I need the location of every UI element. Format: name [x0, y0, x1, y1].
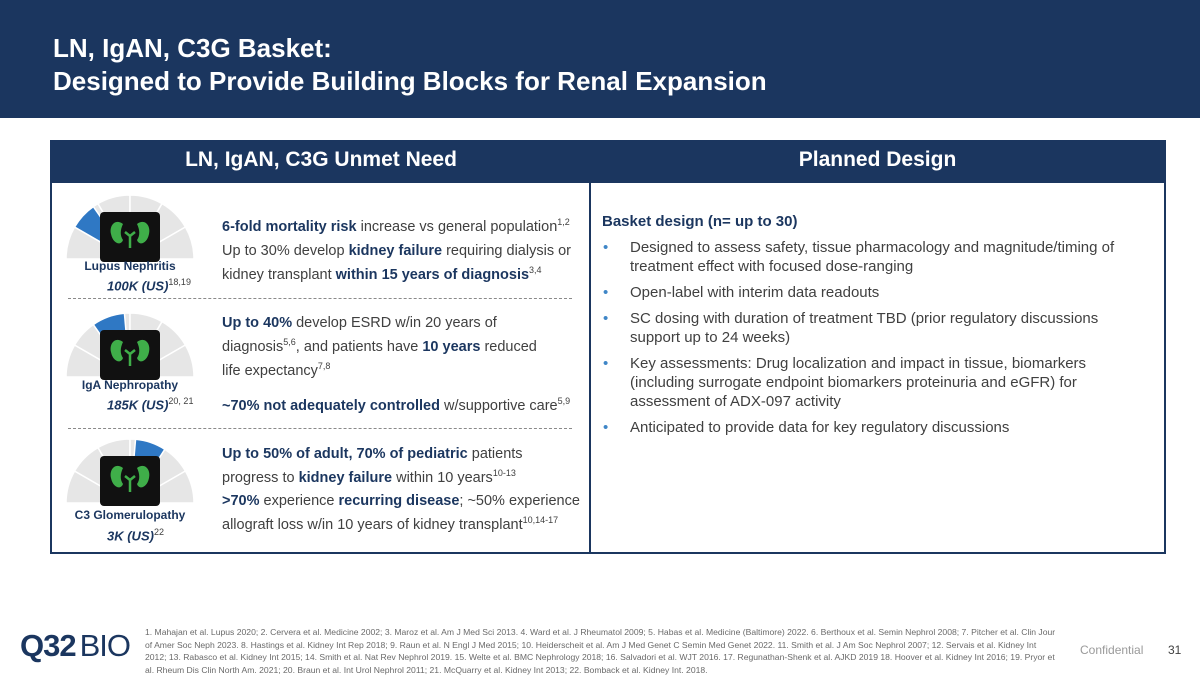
run: requiring dialysis or kidney transplant — [222, 243, 571, 283]
kidney — [137, 465, 150, 488]
prevalence-value: 185K (US) — [107, 397, 169, 413]
title-line: Designed to Provide Building Blocks for … — [53, 66, 767, 96]
bullet: Anticipated to provide data for key regu… — [602, 418, 1142, 437]
bold-run: kidney failure — [298, 469, 393, 486]
bullet: Designed to assess safety, tissue pharma… — [602, 238, 1142, 276]
bold-run: recurring disease — [338, 493, 460, 509]
table-header — [50, 140, 1166, 183]
bullet: Open-label with interim data readouts — [602, 283, 1142, 302]
prevalence-value: 3K (US) — [107, 528, 154, 544]
condition-name: Lupus Nephritis — [84, 259, 176, 273]
run: develop ESRD w/in 20 years of diagnosis — [222, 315, 497, 355]
prevalence: 185K (US)20, 21 — [107, 396, 193, 412]
reference: 10,14-17 — [522, 515, 559, 525]
column-header: LN, IgAN, C3G Unmet Need — [185, 148, 457, 171]
gauge-icon — [65, 312, 195, 380]
ureter — [124, 475, 136, 492]
point: 6-fold mortality risk increase vs genera… — [222, 213, 582, 237]
run: reduced life expectancy — [222, 338, 537, 379]
bullet: SC dosing with duration of treatment TBD… — [602, 309, 1142, 347]
kidney — [110, 465, 123, 488]
header-band: LN, IgAN, C3G Basket: Designed to Provid… — [0, 0, 1200, 118]
reference: 5,9 — [557, 396, 571, 406]
confidential: Confidential — [1080, 643, 1144, 657]
condition-name: C3 Glomerulopathy — [74, 508, 186, 522]
bold-run: 6-fold mortality risk — [222, 218, 357, 235]
bold-run: >70% — [222, 493, 260, 509]
reference: 10-13 — [492, 468, 516, 478]
point: ~70% not adequately controlled w/support… — [222, 392, 582, 416]
reference: 1,2 — [557, 217, 570, 227]
ureter — [124, 231, 136, 248]
bold-run: ~70% not adequately controlled — [222, 397, 440, 414]
run: , and patients have — [295, 338, 423, 355]
kidney — [110, 221, 123, 244]
run: w/supportive care — [439, 397, 558, 414]
reference: 18,19 — [168, 277, 191, 287]
kidney — [137, 339, 150, 362]
design-heading: Basket design (n= up to 30) — [602, 213, 798, 230]
reference: 3,4 — [529, 265, 542, 275]
point: Up to 40% develop ESRD w/in 20 years of … — [222, 314, 547, 381]
kidney — [137, 221, 150, 244]
condition-name: IgA Nephropathy — [81, 378, 179, 392]
bullet-list: Designed to assess safety, tissue pharma… — [602, 238, 1142, 444]
row-divider — [68, 298, 572, 299]
point: Up to 50% of adult, 70% of pediatric pat… — [222, 445, 542, 488]
run: experience — [259, 493, 339, 509]
run: within 10 years — [392, 469, 493, 486]
gauge-icon — [65, 438, 195, 506]
column-header: Planned Design — [798, 148, 957, 171]
gauge-icon — [65, 194, 195, 262]
reference: 22 — [153, 527, 164, 537]
ureter — [124, 349, 136, 366]
prevalence: 3K (US)22 — [107, 527, 164, 543]
bold-run: Up to 40% — [222, 315, 293, 331]
reference: 20, 21 — [168, 396, 194, 406]
bold-run: Up to 50% of adult, 70% of pediatric — [222, 446, 468, 462]
bullet: Key assessments: Drug localization and i… — [602, 354, 1142, 411]
reference: 5,6 — [283, 337, 296, 347]
references: 1. Mahajan et al. Lupus 2020; 2. Cervera… — [145, 627, 1056, 675]
page-number: 31 — [1168, 643, 1182, 657]
run: ; ~50% experience allograft loss w/in 10… — [222, 493, 580, 533]
row-divider — [68, 428, 572, 429]
point: Up to 30% develop kidney failure requiri… — [222, 242, 582, 285]
prevalence-value: 100K (US) — [107, 278, 169, 294]
logo: Q32 BIO — [20, 628, 131, 664]
run: increase vs general population — [356, 218, 558, 235]
logo-text: BIO — [79, 628, 131, 663]
bold-run: kidney failure — [348, 243, 443, 259]
bold-run: within 15 years of diagnosis — [335, 266, 530, 283]
bold-run: 10 years — [422, 338, 481, 355]
title-line: LN, IgAN, C3G Basket: — [53, 33, 332, 63]
run: patients progress to — [222, 446, 523, 486]
run: Up to 30% develop — [222, 243, 349, 259]
reference: 7,8 — [317, 360, 331, 371]
point: >70% experience recurring disease; ~50% … — [222, 492, 582, 535]
column-divider — [589, 183, 591, 552]
kidney — [110, 339, 123, 362]
prevalence: 100K (US)18,19 — [107, 277, 191, 293]
logo-text: Q32 — [20, 628, 77, 663]
